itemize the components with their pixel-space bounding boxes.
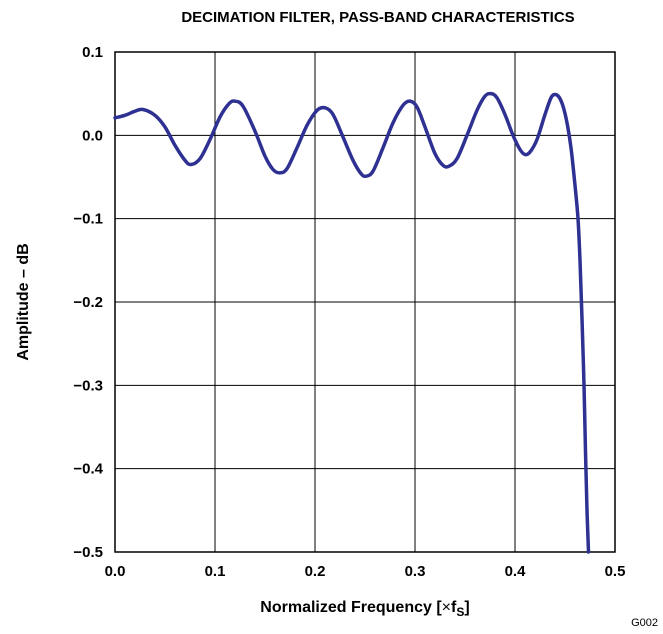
x-tick-labels: 0.0 0.1 0.2 0.3 0.4 0.5 — [105, 563, 626, 580]
y-tick-label: −0.4 — [73, 461, 103, 478]
chart-title: DECIMATION FILTER, PASS-BAND CHARACTERIS… — [181, 9, 574, 26]
figure-code: G002 — [631, 617, 658, 629]
x-axis-label-f: f — [451, 599, 457, 616]
y-tick-label: −0.1 — [73, 211, 103, 228]
x-tick-label: 0.4 — [505, 563, 527, 580]
x-axis-label: Normalized Frequency [×fS] — [260, 599, 469, 619]
x-axis-label-times: × — [442, 599, 451, 616]
x-tick-label: 0.1 — [205, 563, 226, 580]
y-axis-label: Amplitude – dB — [15, 243, 32, 360]
y-tick-label: 0.1 — [82, 44, 103, 61]
y-tick-label: −0.2 — [73, 294, 103, 311]
y-tick-label: −0.5 — [73, 544, 103, 561]
y-tick-label: 0.0 — [82, 127, 103, 144]
grid — [115, 52, 615, 552]
plot-area-frame — [114, 51, 616, 553]
x-axis-label-close: ] — [464, 599, 469, 616]
x-tick-label: 0.5 — [605, 563, 626, 580]
x-tick-label: 0.3 — [405, 563, 426, 580]
y-tick-label: −0.3 — [73, 377, 103, 394]
x-axis-label-sub: S — [456, 605, 464, 619]
x-axis-label-main: Normalized Frequency [ — [260, 599, 442, 616]
x-tick-label: 0.2 — [305, 563, 326, 580]
series-line — [113, 91, 591, 554]
x-tick-label: 0.0 — [105, 563, 126, 580]
y-tick-labels: 0.1 0.0 −0.1 −0.2 −0.3 −0.4 −0.5 — [73, 44, 103, 561]
